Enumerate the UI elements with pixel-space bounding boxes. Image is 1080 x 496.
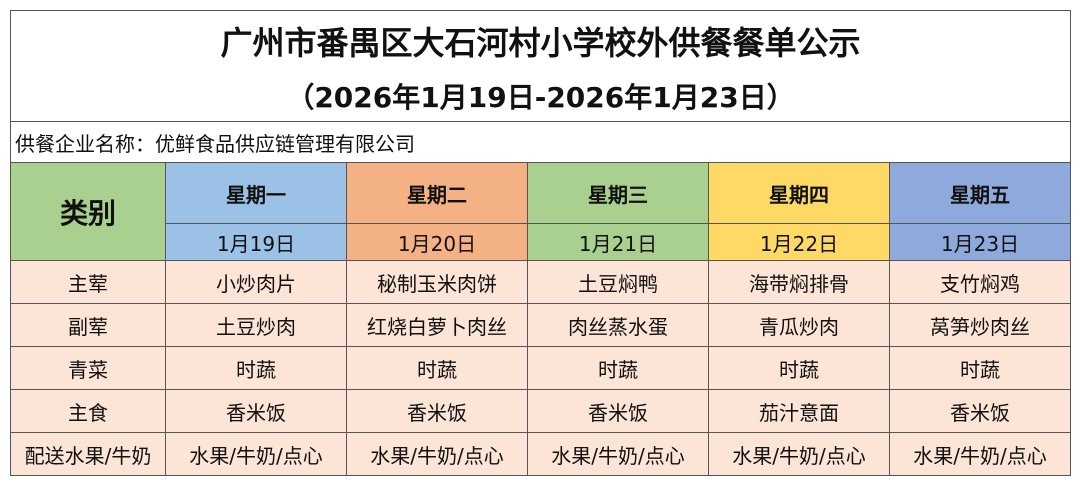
date-thursday: 1月22日: [708, 223, 890, 261]
page-title: 广州市番禺区大石河村小学校外供餐餐单公示: [9, 10, 1072, 71]
menu-cell: 肉丝蒸水蛋: [527, 303, 709, 347]
menu-cell: 水果/牛奶/点心: [165, 432, 347, 476]
menu-cell: 时蔬: [165, 346, 347, 390]
menu-sheet: 广州市番禺区大石河村小学校外供餐餐单公示 （2026年1月19日-2026年1月…: [9, 10, 1072, 492]
weekday-monday: 星期一: [165, 162, 347, 224]
menu-cell: 海带焖排骨: [708, 260, 890, 304]
menu-cell: 支竹焖鸡: [888, 260, 1072, 304]
menu-table: 广州市番禺区大石河村小学校外供餐餐单公示 （2026年1月19日-2026年1月…: [9, 10, 1072, 476]
row-category: 主荤: [10, 260, 166, 304]
menu-cell: 香米饭: [165, 389, 347, 433]
row-category: 主食: [10, 389, 166, 433]
table-row: 副荤 土豆炒肉 红烧白萝卜肉丝 肉丝蒸水蛋 青瓜炒肉 莴笋炒肉丝: [10, 303, 1072, 347]
menu-cell: 水果/牛奶/点心: [527, 432, 709, 476]
menu-cell: 水果/牛奶/点心: [708, 432, 890, 476]
date-range: （2026年1月19日-2026年1月23日）: [9, 71, 1072, 122]
row-category: 副荤: [10, 303, 166, 347]
menu-cell: 红烧白萝卜肉丝: [346, 303, 528, 347]
row-category: 青菜: [10, 346, 166, 390]
menu-cell: 时蔬: [346, 346, 528, 390]
menu-cell: 时蔬: [888, 346, 1072, 390]
weekday-wednesday: 星期三: [527, 162, 709, 224]
subtitle-row: （2026年1月19日-2026年1月23日）: [9, 71, 1072, 122]
menu-cell: 茄汁意面: [708, 389, 890, 433]
table-row: 主食 香米饭 香米饭 香米饭 茄汁意面 香米饭: [10, 389, 1072, 433]
menu-cell: 水果/牛奶/点心: [346, 432, 528, 476]
menu-cell: 小炒肉片: [165, 260, 347, 304]
title-row: 广州市番禺区大石河村小学校外供餐餐单公示: [9, 10, 1072, 71]
weekday-friday: 星期五: [888, 162, 1072, 224]
menu-cell: 香米饭: [527, 389, 709, 433]
weekday-tuesday: 星期二: [346, 162, 528, 224]
menu-cell: 香米饭: [346, 389, 528, 433]
company-row: 供餐企业名称：优鲜食品供应链管理有限公司: [9, 121, 1072, 163]
table-row: 配送水果/牛奶 水果/牛奶/点心 水果/牛奶/点心 水果/牛奶/点心 水果/牛奶…: [10, 432, 1072, 476]
menu-cell: 莴笋炒肉丝: [888, 303, 1072, 347]
company-name: 供餐企业名称：优鲜食品供应链管理有限公司: [9, 121, 1072, 163]
date-wednesday: 1月21日: [527, 223, 709, 261]
date-monday: 1月19日: [165, 223, 347, 261]
menu-cell: 土豆炒肉: [165, 303, 347, 347]
weekday-header-row: 类别 星期一 星期二 星期三 星期四 星期五: [10, 162, 1072, 261]
menu-cell: 时蔬: [708, 346, 890, 390]
category-header: 类别: [10, 162, 166, 261]
menu-cell: 时蔬: [527, 346, 709, 390]
weekday-thursday: 星期四: [708, 162, 890, 224]
menu-cell: 香米饭: [888, 389, 1072, 433]
table-row: 主荤 小炒肉片 秘制玉米肉饼 土豆焖鸭 海带焖排骨 支竹焖鸡: [10, 260, 1072, 304]
date-friday: 1月23日: [888, 223, 1072, 261]
row-category: 配送水果/牛奶: [10, 432, 166, 476]
menu-cell: 水果/牛奶/点心: [888, 432, 1072, 476]
menu-cell: 青瓜炒肉: [708, 303, 890, 347]
menu-cell: 秘制玉米肉饼: [346, 260, 528, 304]
table-row: 青菜 时蔬 时蔬 时蔬 时蔬 时蔬: [10, 346, 1072, 390]
menu-cell: 土豆焖鸭: [527, 260, 709, 304]
date-tuesday: 1月20日: [346, 223, 528, 261]
date-header-row: 1月19日 1月20日 1月21日 1月22日 1月23日: [11, 223, 1072, 261]
